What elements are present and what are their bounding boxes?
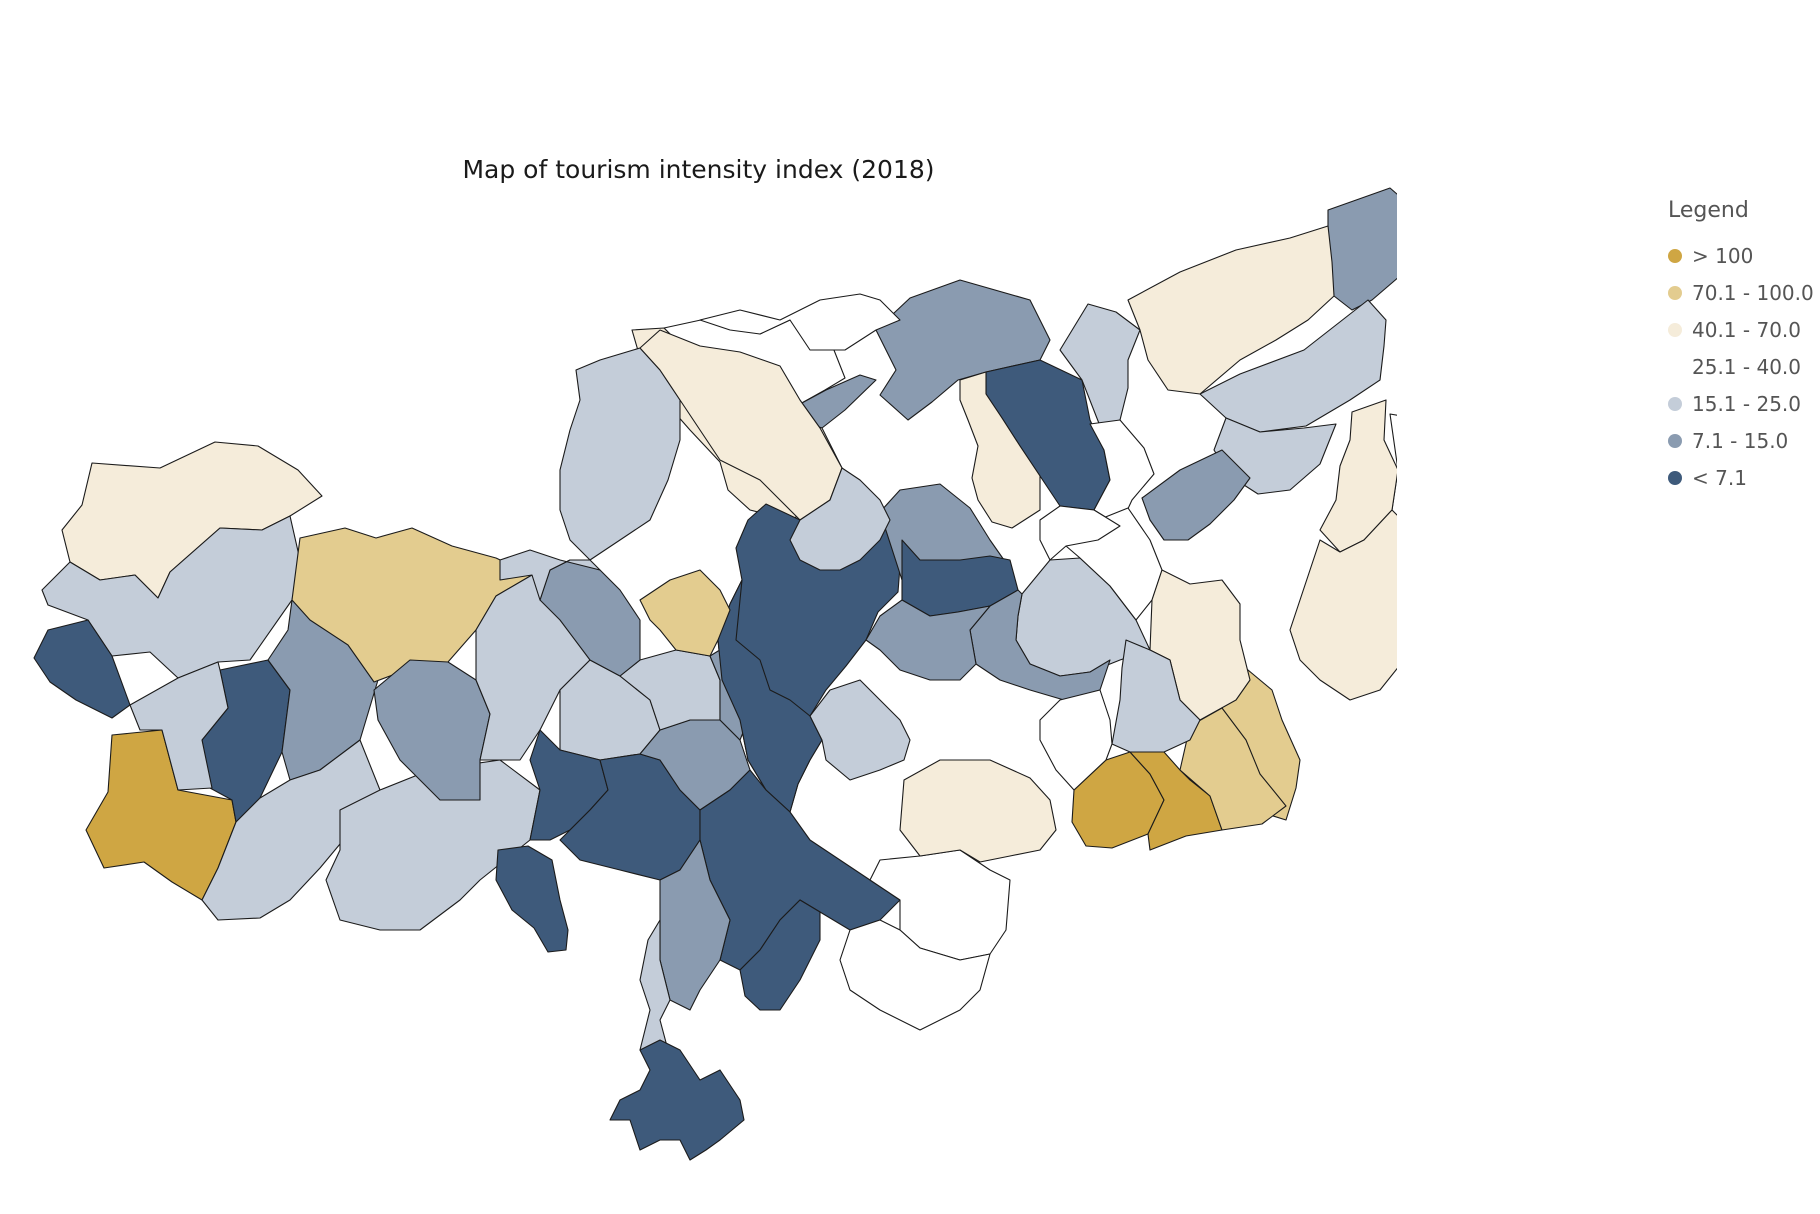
- legend-swatch: [1668, 322, 1682, 337]
- municipality-region[interactable]: [1179, 707, 1287, 831]
- municipality-region[interactable]: [129, 661, 229, 791]
- municipality-region[interactable]: [559, 347, 681, 561]
- legend-label: < 7.1: [1692, 465, 1747, 490]
- legend-item: 25.1 - 40.0: [1668, 348, 1814, 385]
- municipality-region[interactable]: [1039, 505, 1121, 561]
- legend-item: < 7.1: [1668, 459, 1814, 496]
- legend-swatch: [1668, 285, 1682, 300]
- municipality-region[interactable]: [1289, 509, 1397, 701]
- municipality-region[interactable]: [373, 659, 491, 801]
- municipality-region[interactable]: [609, 1039, 745, 1161]
- municipality-region[interactable]: [1059, 303, 1141, 427]
- municipality-region[interactable]: [969, 589, 1111, 701]
- map-title: Map of tourism intensity index (2018): [462, 155, 935, 184]
- municipality-region[interactable]: [495, 845, 569, 953]
- municipality-region[interactable]: [1111, 639, 1201, 753]
- legend-label: 7.1 - 15.0: [1692, 428, 1789, 453]
- municipality-region[interactable]: [33, 619, 131, 719]
- legend-label: 15.1 - 25.0: [1692, 391, 1801, 416]
- municipality-region[interactable]: [639, 569, 731, 657]
- legend-swatch: [1668, 248, 1682, 263]
- municipality-region[interactable]: [899, 759, 1057, 863]
- municipality-region[interactable]: [1141, 449, 1251, 541]
- legend-swatch: [1668, 470, 1682, 485]
- municipality-region[interactable]: [865, 599, 991, 681]
- municipality-region[interactable]: [499, 549, 601, 601]
- municipality-region[interactable]: [1039, 689, 1113, 791]
- municipality-region[interactable]: [1129, 751, 1223, 851]
- legend-swatch: [1668, 396, 1682, 411]
- legend-label: 70.1 - 100.0: [1692, 280, 1814, 305]
- municipality-region[interactable]: [659, 839, 731, 1011]
- legend-item: 7.1 - 15.0: [1668, 422, 1814, 459]
- legend-label: > 100: [1692, 243, 1754, 268]
- municipality-region[interactable]: [1127, 225, 1335, 395]
- legend-item: > 100: [1668, 237, 1814, 274]
- legend-title: Legend: [1668, 198, 1749, 223]
- municipality-region[interactable]: [839, 919, 991, 1031]
- municipality-region[interactable]: [699, 293, 901, 351]
- choropleth-map: [33, 187, 1397, 1161]
- legend-swatch: [1668, 359, 1682, 374]
- legend-label: 40.1 - 70.0: [1692, 317, 1801, 342]
- legend-item: 15.1 - 25.0: [1668, 385, 1814, 422]
- legend-swatch: [1668, 433, 1682, 448]
- municipality-region[interactable]: [201, 739, 381, 921]
- legend-label: 25.1 - 40.0: [1692, 354, 1801, 379]
- municipality-region[interactable]: [789, 467, 891, 571]
- municipality-region[interactable]: [959, 371, 1041, 529]
- legend-item: 40.1 - 70.0: [1668, 311, 1814, 348]
- legend-items: > 100 70.1 - 100.0 40.1 - 70.0 25.1 - 40.0 1…: [1668, 237, 1814, 496]
- municipality-region[interactable]: [739, 899, 821, 1011]
- legend-item: 70.1 - 100.0: [1668, 274, 1814, 311]
- municipality-region[interactable]: [1327, 187, 1397, 311]
- legend: Legend > 100 70.1 - 100.0 40.1 - 70.0 25.1 …: [1668, 198, 1814, 496]
- municipality-region[interactable]: [809, 679, 911, 781]
